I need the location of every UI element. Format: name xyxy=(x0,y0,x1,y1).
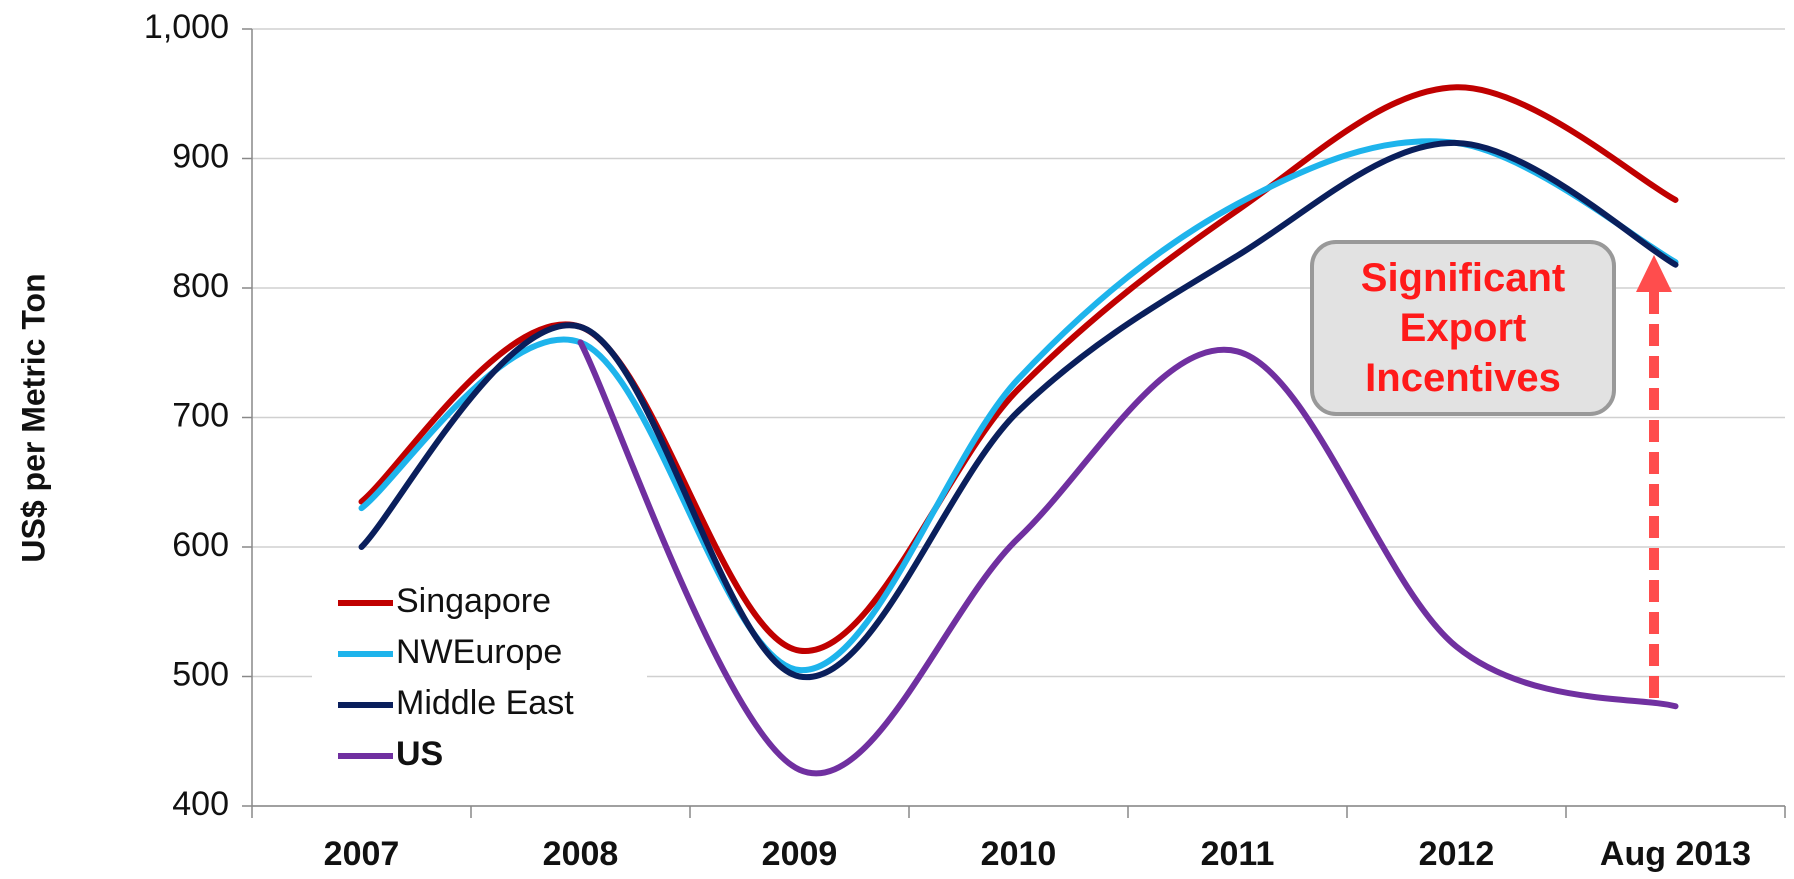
x-tick-label: 2011 xyxy=(1201,835,1275,873)
series-line xyxy=(358,139,1679,680)
y-axis-label: US$ per Metric Ton xyxy=(15,273,51,562)
legend-label: US xyxy=(396,735,443,773)
y-tick-label: 800 xyxy=(172,267,229,305)
x-tick-label: 2008 xyxy=(543,835,619,873)
x-tick-label: 2012 xyxy=(1419,835,1495,873)
annotation: Significant Export Incentives xyxy=(1310,240,1616,416)
y-tick-label: 1,000 xyxy=(144,8,229,46)
y-tick-label: 900 xyxy=(172,137,229,175)
legend-label: Middle East xyxy=(396,684,574,722)
x-tick-label: 2010 xyxy=(981,835,1057,873)
y-tick-label: 400 xyxy=(172,785,229,823)
x-tick-label: Aug 2013 xyxy=(1600,835,1751,873)
y-tick-label: 500 xyxy=(172,655,229,693)
x-tick-label: 2007 xyxy=(324,835,400,873)
legend-box xyxy=(312,578,647,783)
series-line xyxy=(577,339,1679,777)
legend-label: Singapore xyxy=(396,582,551,620)
legend-label: NWEurope xyxy=(396,633,562,671)
y-tick-label: 600 xyxy=(172,526,229,564)
x-tick-label: 2009 xyxy=(762,835,838,873)
arrow-head xyxy=(1636,255,1672,292)
y-tick-label: 700 xyxy=(172,396,229,434)
